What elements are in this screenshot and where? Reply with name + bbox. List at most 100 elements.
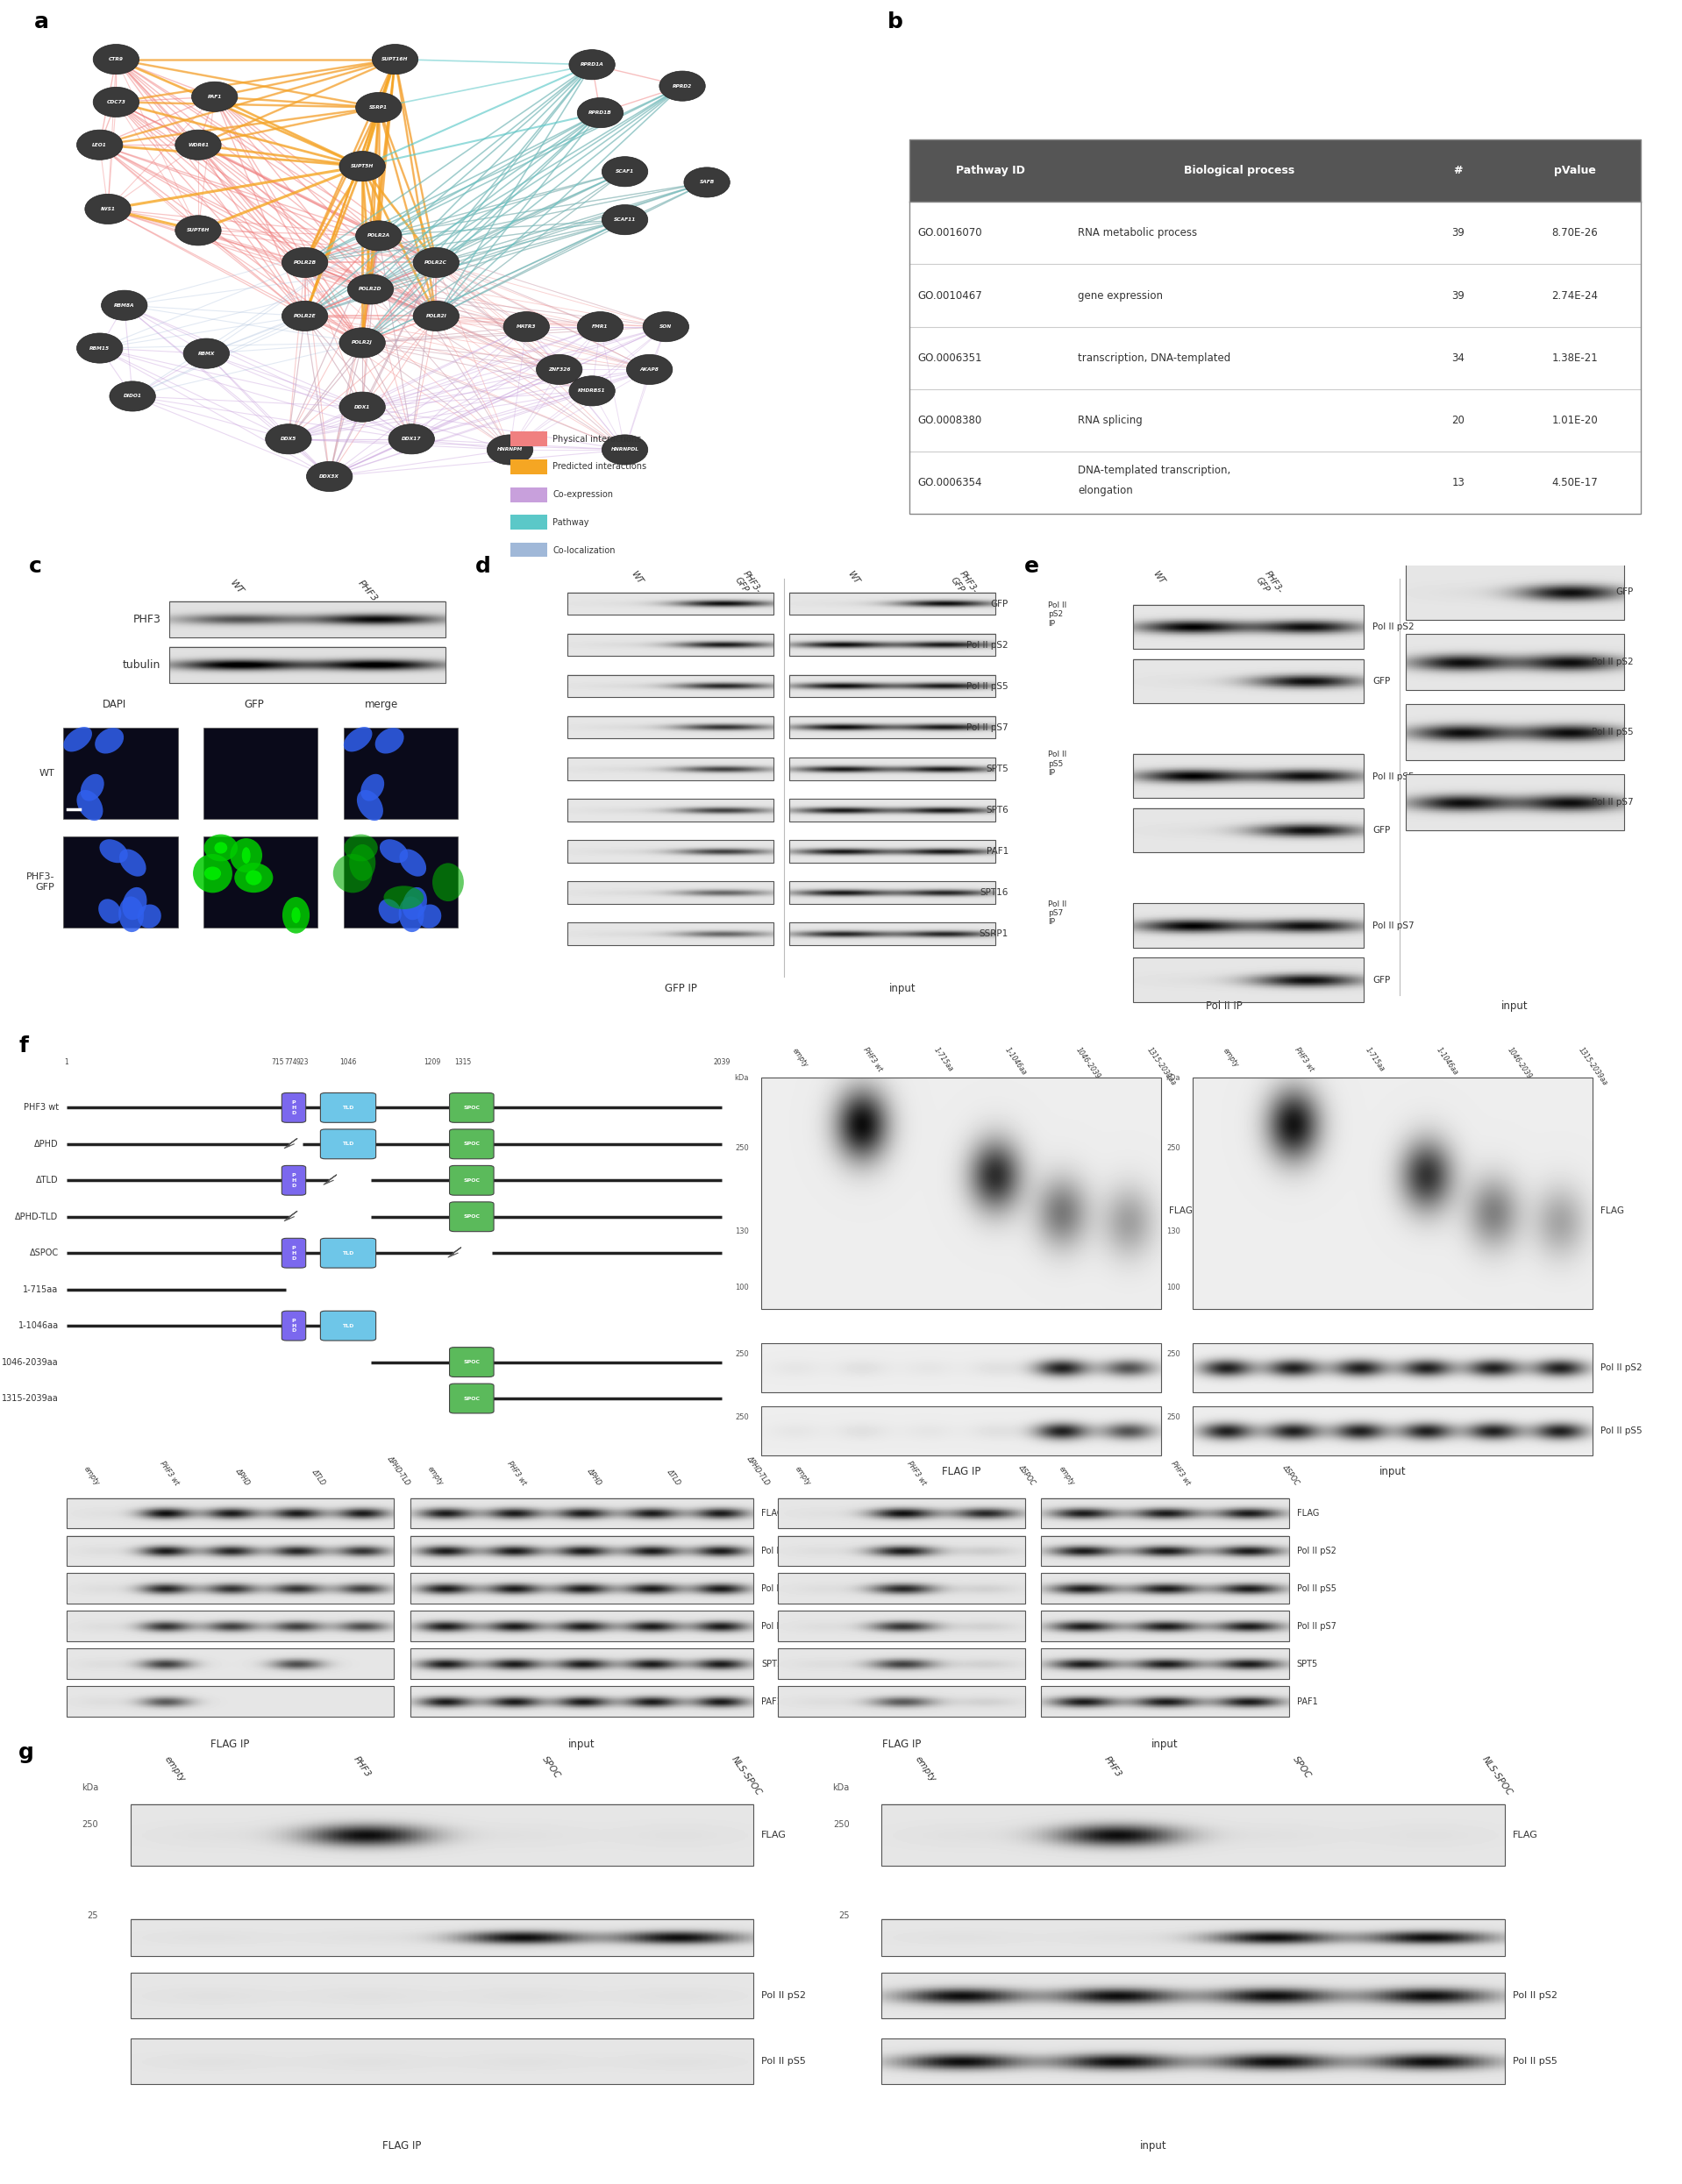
Bar bbox=[410, 1535, 754, 1566]
Bar bbox=[64, 727, 178, 819]
FancyBboxPatch shape bbox=[283, 1092, 306, 1123]
Text: SPOC: SPOC bbox=[463, 1361, 479, 1365]
Text: 34: 34 bbox=[1452, 352, 1465, 363]
Text: Co-localization: Co-localization bbox=[553, 546, 616, 555]
Text: POLR2J: POLR2J bbox=[352, 341, 373, 345]
Text: TLD: TLD bbox=[341, 1105, 353, 1109]
Text: Pathway ID: Pathway ID bbox=[955, 166, 1024, 177]
Text: DDX1: DDX1 bbox=[355, 404, 370, 408]
Circle shape bbox=[266, 424, 311, 454]
Bar bbox=[67, 1686, 394, 1717]
Text: 39: 39 bbox=[1452, 290, 1465, 301]
Text: FLAG IP: FLAG IP bbox=[382, 2140, 422, 2151]
Circle shape bbox=[569, 376, 616, 406]
Text: GFP: GFP bbox=[1373, 826, 1391, 834]
Bar bbox=[762, 1077, 1161, 1308]
Text: 1046-2039aa: 1046-2039aa bbox=[1075, 1046, 1107, 1088]
Text: SPOC: SPOC bbox=[463, 1177, 479, 1182]
Text: merge: merge bbox=[365, 699, 399, 710]
Bar bbox=[67, 1535, 394, 1566]
Circle shape bbox=[659, 72, 705, 100]
Bar bbox=[881, 1804, 1504, 1865]
Bar bbox=[1193, 1406, 1593, 1455]
Text: Pol II pS2: Pol II pS2 bbox=[1591, 657, 1633, 666]
Circle shape bbox=[175, 216, 220, 245]
Text: P
H
D: P H D bbox=[291, 1319, 296, 1332]
Ellipse shape bbox=[283, 898, 309, 933]
Ellipse shape bbox=[94, 727, 124, 753]
Circle shape bbox=[348, 275, 394, 304]
Text: input: input bbox=[890, 983, 917, 994]
Text: SPOC: SPOC bbox=[463, 1214, 479, 1219]
Text: ΔTLD: ΔTLD bbox=[309, 1468, 326, 1487]
Bar bbox=[1406, 563, 1625, 620]
Text: 1.38E-21: 1.38E-21 bbox=[1552, 352, 1598, 363]
Text: RPRD1A: RPRD1A bbox=[580, 63, 604, 68]
Text: ZNF326: ZNF326 bbox=[548, 367, 570, 371]
Text: Pol II pS7: Pol II pS7 bbox=[1297, 1623, 1336, 1631]
Text: Pol II pS2: Pol II pS2 bbox=[1512, 1992, 1558, 2001]
Text: HNRNPDL: HNRNPDL bbox=[611, 448, 639, 452]
Ellipse shape bbox=[234, 863, 272, 893]
Text: PHF3-
GFP: PHF3- GFP bbox=[949, 570, 979, 601]
Circle shape bbox=[569, 50, 616, 79]
Text: SPOC: SPOC bbox=[463, 1142, 479, 1147]
Text: empty: empty bbox=[794, 1465, 812, 1487]
Text: POLR2I: POLR2I bbox=[426, 314, 446, 319]
Text: Pol II pS7: Pol II pS7 bbox=[967, 723, 1009, 732]
Bar bbox=[789, 675, 996, 697]
Circle shape bbox=[340, 151, 385, 181]
Text: FLAG: FLAG bbox=[762, 1830, 787, 1839]
Bar bbox=[131, 1804, 754, 1865]
Text: SCAF1: SCAF1 bbox=[616, 170, 634, 175]
Text: 1: 1 bbox=[64, 1059, 69, 1066]
Text: SPT5: SPT5 bbox=[762, 1660, 782, 1669]
Bar bbox=[777, 1649, 1024, 1679]
Text: Pol II pS5: Pol II pS5 bbox=[967, 681, 1009, 690]
Text: FLAG: FLAG bbox=[1169, 1206, 1193, 1214]
Ellipse shape bbox=[193, 854, 232, 893]
Ellipse shape bbox=[375, 727, 404, 753]
Bar bbox=[1406, 703, 1625, 760]
Text: empty: empty bbox=[163, 1754, 187, 1784]
Text: 8.70E-26: 8.70E-26 bbox=[1552, 227, 1598, 238]
Text: PHF3: PHF3 bbox=[352, 1754, 372, 1780]
Text: tubulin: tubulin bbox=[123, 660, 161, 670]
Text: ΔPHD: ΔPHD bbox=[234, 1468, 252, 1487]
Ellipse shape bbox=[350, 845, 375, 880]
Text: PHF3-
GFP: PHF3- GFP bbox=[733, 570, 762, 601]
Text: FMR1: FMR1 bbox=[592, 325, 609, 330]
Text: HNRNPM: HNRNPM bbox=[498, 448, 523, 452]
Text: SPOC: SPOC bbox=[540, 1754, 562, 1780]
Text: Pol II
pS2
IP: Pol II pS2 IP bbox=[1048, 601, 1066, 627]
Circle shape bbox=[602, 435, 648, 465]
Bar bbox=[881, 1972, 1504, 2018]
Bar bbox=[410, 1572, 754, 1603]
Text: Pol II
pS5
IP: Pol II pS5 IP bbox=[1048, 751, 1066, 778]
Text: SPT5: SPT5 bbox=[986, 764, 1009, 773]
Text: MATR3: MATR3 bbox=[516, 325, 537, 330]
Bar bbox=[204, 836, 318, 928]
Text: c: c bbox=[29, 557, 42, 577]
Bar bbox=[789, 799, 996, 821]
Text: ΔPHD: ΔPHD bbox=[34, 1140, 59, 1149]
Ellipse shape bbox=[118, 895, 145, 933]
FancyBboxPatch shape bbox=[449, 1201, 495, 1232]
Ellipse shape bbox=[345, 834, 378, 860]
Text: 250: 250 bbox=[833, 1821, 849, 1830]
Text: Pol II pS5: Pol II pS5 bbox=[1512, 2057, 1558, 2066]
Text: SON: SON bbox=[659, 325, 673, 330]
Text: GFP: GFP bbox=[1615, 587, 1633, 596]
Circle shape bbox=[283, 247, 328, 277]
Bar bbox=[910, 140, 1642, 201]
Bar bbox=[910, 140, 1642, 513]
FancyBboxPatch shape bbox=[449, 1385, 495, 1413]
Circle shape bbox=[626, 354, 673, 384]
Circle shape bbox=[192, 81, 237, 111]
Bar bbox=[510, 432, 547, 446]
Text: GO.0006351: GO.0006351 bbox=[917, 352, 982, 363]
Bar bbox=[1406, 773, 1625, 830]
Bar bbox=[789, 633, 996, 655]
Text: g: g bbox=[19, 1743, 34, 1762]
Text: Pol II pS7: Pol II pS7 bbox=[1591, 797, 1633, 806]
